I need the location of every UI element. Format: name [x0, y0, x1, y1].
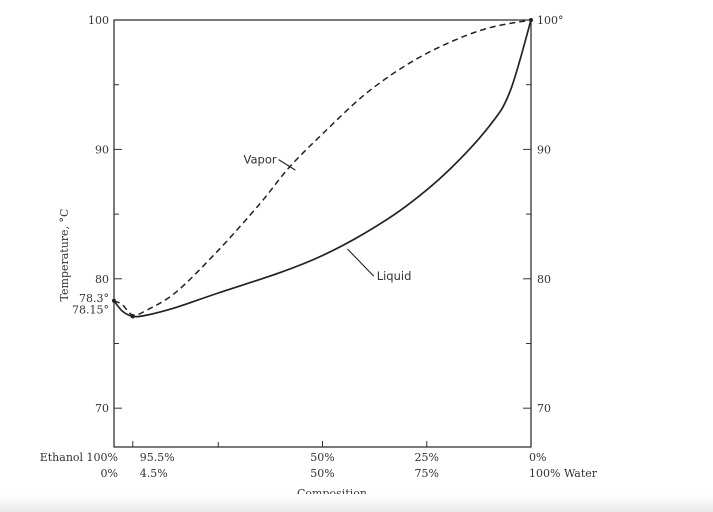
x-tick-label-ethanol: 50%	[310, 451, 334, 464]
boiling-point-label: 78.3°	[79, 292, 109, 305]
y-axis-title: Temperature, °C	[58, 209, 71, 302]
x-tick-label-water: 4.5%	[140, 467, 168, 480]
series	[112, 18, 533, 319]
axes	[113, 19, 532, 448]
x-tick-label-ethanol: 25%	[415, 451, 439, 464]
plot-frame	[113, 19, 532, 448]
ethanol-boiling-point	[112, 298, 116, 303]
azeotrope-point	[130, 314, 135, 319]
series-line-vapor	[113, 19, 532, 316]
water-boiling-point	[529, 18, 533, 22]
x-tick-label-ethanol: Ethanol 100%	[40, 451, 118, 464]
x-tick-label-water: 75%	[415, 467, 439, 480]
y-tick-label-left: 80	[95, 273, 109, 286]
x-tick-label-ethanol: 0%	[529, 451, 546, 464]
bottom-fade	[0, 494, 713, 512]
x-tick-label-water: 100% Water	[529, 467, 598, 480]
labels: Vapor Liquid	[244, 153, 412, 283]
series-line-liquid	[113, 19, 532, 318]
y-tick-label-right: 70	[537, 402, 551, 415]
curve-label-liquid: Liquid	[377, 269, 412, 283]
x-tick-label-water: 0%	[101, 467, 118, 480]
boiling-point-label: 78.15°	[72, 304, 109, 317]
curve-label-vapor: Vapor	[244, 153, 277, 167]
leader-line-liquid	[347, 248, 375, 277]
x-tick-label-ethanol: 95.5%	[140, 451, 175, 464]
y-tick-label-left: 100	[88, 14, 109, 27]
ticks: 100 90 80 70 100° 90 80 70 78.3°78.15° Ethanol 10…	[40, 14, 598, 480]
x-tick-label-water: 50%	[310, 467, 334, 480]
y-tick-label-right: 80	[537, 273, 551, 286]
y-tick-label-left: 70	[95, 402, 109, 415]
y-tick-label-right: 90	[537, 143, 551, 156]
y-tick-label-left: 90	[95, 143, 109, 156]
y-tick-label-right: 100°	[537, 14, 564, 27]
leader-line-vapor	[278, 159, 296, 171]
